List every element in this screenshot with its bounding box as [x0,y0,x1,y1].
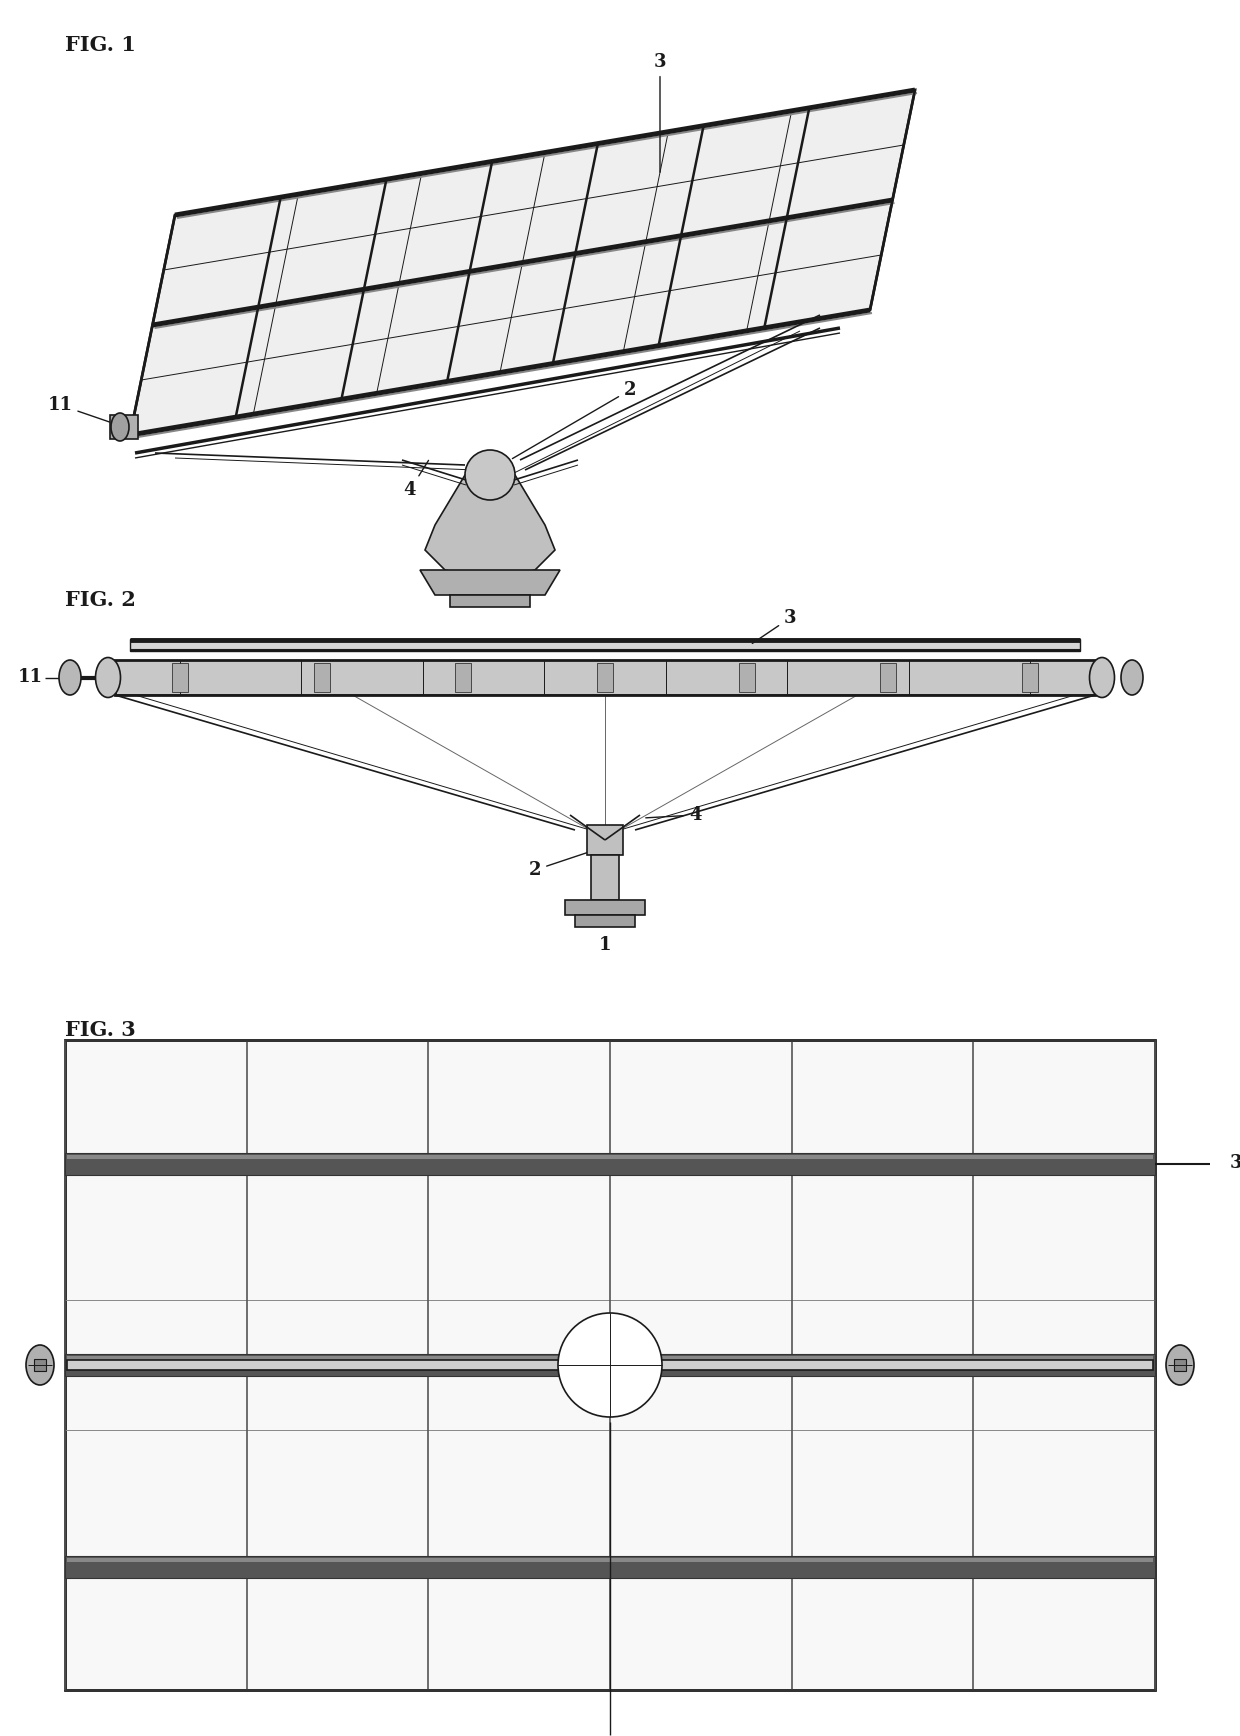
Bar [67,1154,1153,1158]
Polygon shape [130,90,915,436]
Ellipse shape [1166,1345,1194,1385]
Bar [67,1356,1153,1359]
Text: 1: 1 [599,936,611,955]
Ellipse shape [60,660,81,694]
Bar [33,1359,46,1371]
Circle shape [465,450,515,500]
Bar [67,1359,1153,1370]
Bar [64,1040,1154,1691]
Text: 11: 11 [47,396,124,427]
Bar [110,415,138,439]
Text: FIG. 1: FIG. 1 [64,35,136,56]
Text: 4: 4 [646,806,702,825]
Ellipse shape [95,658,120,698]
Ellipse shape [1121,660,1143,694]
Bar [565,899,645,915]
Ellipse shape [1090,658,1115,698]
Text: 1: 1 [484,526,496,543]
Bar [596,663,613,693]
Ellipse shape [26,1345,55,1385]
Bar [115,660,1095,694]
Bar [739,663,755,693]
Text: 3: 3 [653,54,666,172]
Text: FIG. 3: FIG. 3 [64,1021,135,1040]
Polygon shape [425,476,556,580]
Text: FIG. 2: FIG. 2 [64,590,136,609]
Text: 3: 3 [1230,1154,1240,1172]
Text: 2: 2 [512,380,636,458]
Bar [1022,663,1038,693]
Ellipse shape [112,413,129,441]
Bar [172,663,188,693]
Bar [64,1354,1154,1377]
Text: 2: 2 [528,851,593,878]
Bar [880,663,897,693]
Bar [130,639,1080,651]
Bar [455,663,471,693]
Bar [1174,1359,1185,1371]
Bar [64,1555,1154,1578]
Bar [314,663,330,693]
Bar [450,595,529,608]
Text: 4: 4 [404,460,429,498]
Bar [64,1153,1154,1175]
Bar [587,825,622,856]
Bar [575,915,635,927]
Text: 3: 3 [753,609,796,644]
Circle shape [558,1312,662,1417]
Polygon shape [420,569,560,595]
Bar [67,1557,1153,1561]
Bar [591,856,619,899]
Text: 11: 11 [17,668,42,686]
